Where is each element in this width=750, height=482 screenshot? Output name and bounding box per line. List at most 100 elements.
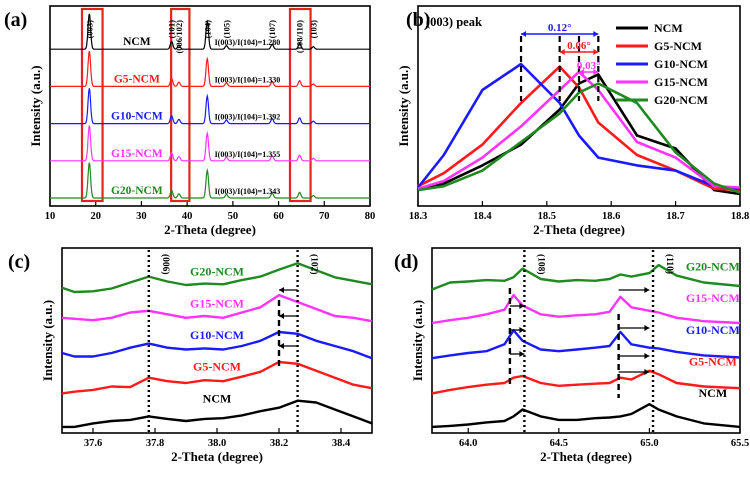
series-line-G10-NCM — [61, 330, 373, 360]
peak-label: (101) — [167, 20, 177, 39]
x-tick-label: 50 — [228, 211, 239, 222]
series-line-G5-NCM — [61, 360, 373, 395]
y-axis-label: Intensity (a.u.) — [40, 300, 55, 381]
x-tick-label: 18.8 — [731, 211, 749, 222]
arrowhead — [559, 49, 565, 55]
shift-label: 0.12° — [548, 22, 572, 34]
peak-label: (006/102) — [174, 20, 184, 54]
arrowhead — [279, 287, 284, 293]
panel-a-plot: NCM I(003)/I(104)=1.280 G5-NCM I(003)/I(104… — [50, 7, 370, 203]
intensity-ratio-G10-NCM: I(003)/I(104)=1.392 — [215, 113, 281, 122]
series-line-G15-NCM — [50, 125, 370, 162]
x-axis-label: 2-Theta (degree) — [171, 449, 263, 464]
intensity-ratio-G5-NCM: I(003)/I(104)=1.330 — [215, 75, 281, 84]
peak-label: (107) — [267, 20, 277, 39]
series-line-G20-NCM — [417, 82, 741, 194]
x-tick-label: 20 — [90, 211, 101, 222]
legend-label-G15-NCM: G15-NCM — [654, 75, 708, 89]
legend-label-G20-NCM: G20-NCM — [654, 93, 708, 107]
legend-label-NCM: NCM — [654, 21, 683, 35]
series-line-NCM — [431, 403, 741, 429]
peak-marker-label: (108) — [535, 254, 546, 275]
x-tick-label: 38.4 — [332, 438, 351, 449]
series-label-G10-NCM: G10-NCM — [111, 111, 163, 123]
x-tick-label: 70 — [319, 211, 330, 222]
panel-b-plot: (003) peak 0.12° 0.06° 0.03° NCM G5-NCM G10-NC… — [416, 15, 741, 196]
peak-label: (103) — [308, 20, 318, 39]
plot-frame — [417, 5, 741, 207]
series-label-G20-NCM: G20-NCM — [111, 185, 163, 197]
peak-label: (108/110) — [295, 20, 305, 53]
chart-title: (003) peak — [426, 15, 482, 29]
series-label-G15-NCM: G15-NCM — [190, 296, 244, 310]
x-tick-label: 10 — [45, 211, 56, 222]
x-tick-label: 18.7 — [666, 211, 684, 222]
arrowhead — [279, 343, 284, 349]
arrowhead — [644, 325, 650, 331]
y-axis-label: Intensity (a.u.) — [410, 300, 425, 381]
series-label-G10-NCM: G10-NCM — [686, 323, 740, 337]
panel-c-plot: G20-NCM G15-NCM G10-NCM G5-NCM NCM (006) (102) — [61, 250, 373, 433]
series-line-G5-NCM — [50, 50, 370, 87]
panel-label: (a) — [4, 9, 27, 31]
series-line-G15-NCM — [431, 293, 741, 325]
shift-label: 0.03° — [577, 60, 601, 72]
series-line-G5-NCM — [431, 369, 741, 395]
peak-marker-label: (006) — [160, 254, 171, 275]
x-tick-label: 64.0 — [459, 438, 477, 449]
arrowhead — [593, 31, 599, 37]
peak-marker-label: (110) — [664, 254, 675, 274]
series-line-NCM — [50, 13, 370, 50]
series-line-G20-NCM — [431, 263, 741, 291]
series-label-NCM: NCM — [698, 386, 727, 400]
x-tick-label: 80 — [365, 211, 376, 222]
intensity-ratio-G20-NCM: I(003)/I(104)=1.343 — [215, 187, 281, 196]
series-label-G5-NCM: G5-NCM — [193, 360, 241, 374]
arrowhead — [279, 313, 284, 319]
arrowhead — [644, 287, 650, 293]
series-line-G20-NCM — [61, 262, 373, 294]
arrowhead — [644, 369, 650, 375]
panel-a-axes: 10 20 30 40 50 60 70 80 2-Theta (degree) Intensit… — [4, 5, 376, 237]
x-tick-label: 38.2 — [270, 438, 288, 449]
x-tick-label: 18.4 — [473, 211, 492, 222]
peak-label: (104) — [202, 20, 212, 39]
x-tick-label: 65.5 — [731, 438, 749, 449]
series-label-G20-NCM: G20-NCM — [686, 259, 740, 273]
panel-d-axes: 64.0 64.5 65.0 65.5 2-Theta (degree) Intensit… — [394, 247, 749, 464]
x-tick-label: 65.0 — [640, 438, 658, 449]
panel-d-plot: G20-NCM G15-NCM G10-NCM G5-NCM NCM (108) (110) — [431, 250, 741, 433]
legend-label-G5-NCM: G5-NCM — [654, 39, 702, 53]
series-label-G15-NCM: G15-NCM — [686, 291, 740, 305]
highlight-box — [170, 7, 191, 203]
x-tick-label: 37.6 — [84, 438, 102, 449]
legend-label-G10-NCM: G10-NCM — [654, 57, 708, 71]
arrowhead — [521, 31, 527, 37]
intensity-ratio-G15-NCM: I(003)/I(104)=1.355 — [215, 150, 281, 159]
x-tick-label: 30 — [136, 211, 147, 222]
series-line-G15-NCM — [61, 293, 373, 323]
y-axis-label: Intensity (a.u.) — [28, 65, 43, 146]
panel-label: (c) — [8, 251, 30, 273]
series-line-G10-NCM — [431, 329, 741, 360]
arrowhead — [593, 49, 599, 55]
arrowhead — [593, 69, 599, 75]
arrowhead — [644, 353, 650, 359]
x-tick-label: 40 — [182, 211, 193, 222]
series-label-G20-NCM: G20-NCM — [190, 265, 244, 279]
series-label-G10-NCM: G10-NCM — [190, 328, 244, 342]
series-line-G10-NCM — [50, 88, 370, 125]
x-axis-label: 2-Theta (degree) — [164, 222, 256, 237]
series-line-G10-NCM — [416, 62, 741, 191]
arrowhead — [519, 327, 525, 333]
x-tick-label: 18.6 — [602, 211, 620, 222]
y-axis-label: Intensity (a.u.) — [396, 65, 411, 146]
series-label-NCM: NCM — [203, 391, 232, 405]
series-label-G5-NCM: G5-NCM — [114, 73, 160, 85]
x-tick-label: 37.8 — [146, 438, 164, 449]
plot-frame — [431, 247, 741, 434]
panel-b-axes: 18.3 18.4 18.5 18.6 18.7 18.8 2-Theta (degree)… — [396, 5, 749, 237]
series-line-G20-NCM — [50, 162, 370, 199]
intensity-ratio-NCM: I(003)/I(104)=1.280 — [215, 38, 281, 47]
